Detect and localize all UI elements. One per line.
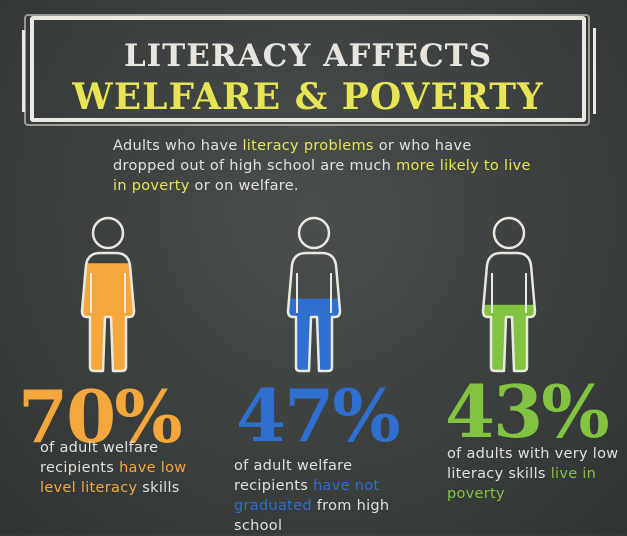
person-figure-green xyxy=(481,216,537,373)
stat-value-2: 47% xyxy=(236,373,401,458)
stat-2-desc-a: of adult welfare recipients xyxy=(234,458,353,494)
title-line-2: WELFARE & POVERTY xyxy=(72,76,544,118)
person-figure-orange xyxy=(80,216,136,373)
stat-description-2: of adult welfare recipients have not gra… xyxy=(234,456,394,536)
figure-body xyxy=(80,251,136,373)
intro-part-1: Adults who have xyxy=(113,138,243,154)
figure-head xyxy=(297,216,331,250)
intro-highlight-2: more likely to live in poverty xyxy=(113,158,531,194)
stat-1-desc-highlight: have low level literacy xyxy=(40,460,187,496)
intro-highlight-1: literacy problems xyxy=(242,138,374,154)
intro-part-2: or who have dropped out of high school a… xyxy=(113,138,472,174)
title-line-1: LITERACY AFFECTS xyxy=(123,38,493,74)
stat-1-desc-b: skills xyxy=(137,480,180,496)
intro-text: Adults who have literacy problems or who… xyxy=(113,136,533,196)
stat-3-desc-a: of adults with very low literacy skills xyxy=(447,446,619,482)
figure-fill-level xyxy=(288,298,340,371)
figure-fill-level xyxy=(82,263,134,371)
stat-description-1: of adult welfare recipients have low lev… xyxy=(40,438,210,498)
stat-1-desc-a: of adult welfare recipients xyxy=(40,440,159,476)
chalk-rule-left xyxy=(22,30,25,112)
title-frame: LITERACY AFFECTS WELFARE & POVERTY xyxy=(24,14,590,126)
figure-head xyxy=(91,216,125,250)
figure-body xyxy=(481,251,537,373)
person-figure-blue xyxy=(286,216,342,373)
stat-2-desc-b: from high school xyxy=(234,498,390,534)
chalk-rule-right xyxy=(593,28,596,114)
stat-value-3: 43% xyxy=(445,369,610,454)
figure-body xyxy=(286,251,342,373)
stat-2-desc-highlight: have not graduated xyxy=(234,478,380,514)
stat-description-3: of adults with very low literacy skills … xyxy=(447,444,622,504)
figure-head xyxy=(492,216,526,250)
stat-3-desc-highlight: live in poverty xyxy=(447,466,597,502)
stat-value-1: 70% xyxy=(18,374,183,459)
intro-part-3: or on welfare. xyxy=(189,178,299,194)
figure-fill-level xyxy=(483,304,535,371)
